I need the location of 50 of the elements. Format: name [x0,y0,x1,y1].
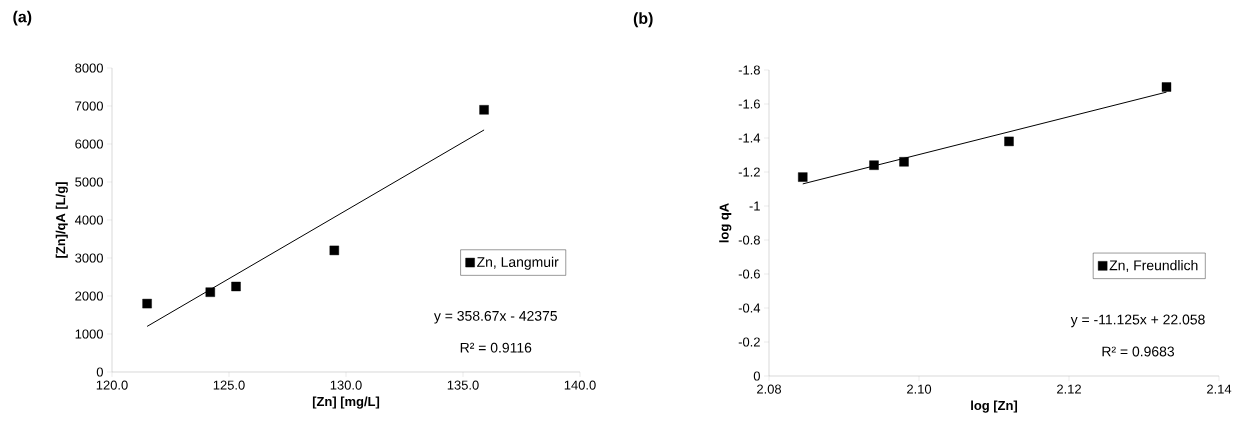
x-tick-label: 125.0 [213,380,245,390]
y-tick-label: -1.8 [738,65,760,75]
chart-title: (b) [633,12,653,28]
y-axis-title: log qA [719,203,732,243]
x-tick-label: 140.0 [564,380,596,390]
y-tick-label: 1000 [75,329,103,339]
x-tick-label: 2.14 [1207,384,1232,394]
y-tick-label: 5000 [75,177,103,187]
y-tick-label: -0.2 [738,337,760,347]
point [231,281,241,292]
annotation: R² = 0.9116 [460,342,532,353]
y-tick-label: -1.4 [738,133,761,143]
point [1004,136,1014,147]
point [329,245,339,256]
y-tick-label: -0.6 [738,269,760,279]
point [205,287,215,297]
y-tick-label: -1 [749,201,760,211]
point [798,172,808,182]
point [142,298,152,309]
x-tick-label: 2.10 [907,384,932,394]
y-tick-label: -0.4 [738,303,761,313]
y-tick-label: 4000 [74,215,103,225]
x-tick-label: 135.0 [447,380,479,390]
y-axis-title: [Zn]/qA [L/g] [55,182,68,258]
y-tick-label: 0 [96,367,103,377]
x-axis-title: log [Zn] [971,400,1018,413]
annotation: R² = 0.9683 [1102,346,1175,357]
y-tick-label: 7000 [75,101,103,111]
annotation: y = 358.67x - 42375 [433,310,557,324]
point [1161,82,1172,92]
x-tick-label: 130.0 [330,380,362,390]
y-tick-label: 2000 [75,291,103,301]
x-tick-label: 2.12 [1057,384,1081,394]
y-tick-label: 0 [753,371,760,381]
point [899,157,909,167]
point [869,160,879,170]
y-tick-label: 3000 [75,253,103,263]
annotation: y = -11.125x + 22.058 [1070,314,1205,328]
legend-label: Zn, Freundlich [1109,260,1198,272]
y-tick-label: 6000 [75,139,103,149]
y-tick-label: -1.2 [738,167,760,177]
y-tick-label: 8000 [75,63,103,73]
y-tick-label: -1.6 [738,99,760,109]
legend-label: Zn, Langmuir [477,256,559,270]
point [479,105,489,115]
x-axis-title: [Zn] [mg/L] [312,396,380,409]
x-tick-label: 2.08 [757,384,782,394]
y-tick-label: -0.8 [738,235,760,245]
x-tick-label: 120.0 [96,380,128,390]
chart-title: (a) [13,10,32,26]
